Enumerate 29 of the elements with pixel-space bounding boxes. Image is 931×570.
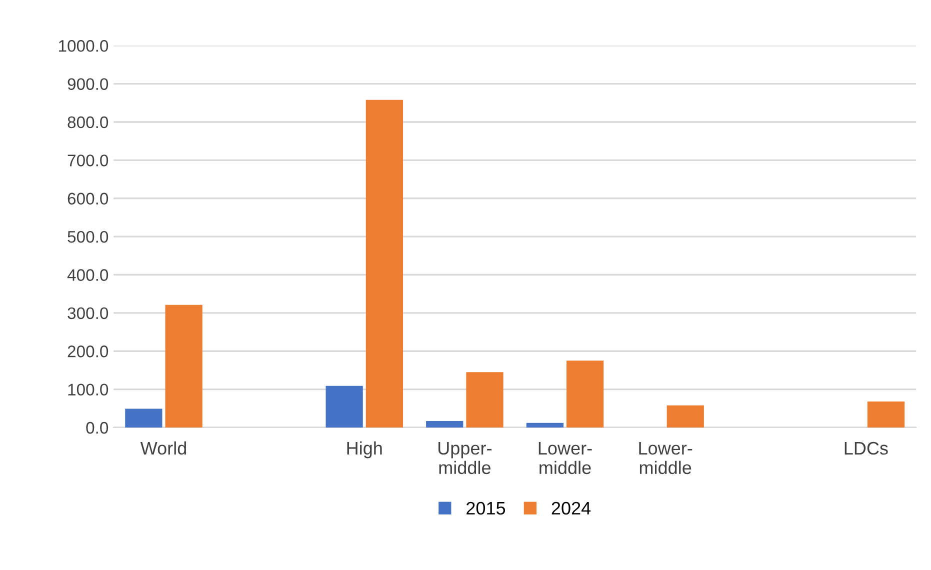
y-tick-label: 800.0	[68, 116, 108, 128]
y-tick-label: 200.0	[68, 346, 108, 358]
x-tick-label: Lower- middle	[538, 442, 592, 474]
y-tick-label: 300.0	[68, 307, 108, 320]
x-tick-label: World	[140, 441, 186, 455]
bar	[526, 422, 564, 428]
y-tick-label: 0.0	[86, 422, 108, 434]
bar	[326, 386, 363, 428]
legend-label: 2024	[552, 502, 591, 515]
y-tick-label: 100.0	[68, 384, 108, 396]
bar	[125, 408, 162, 428]
y-tick-label: 400.0	[67, 269, 108, 281]
y-tick-label: 700.0	[68, 154, 108, 166]
y-tick-label: 900.0	[68, 78, 108, 90]
x-tick-label: Lower- middle	[639, 442, 692, 474]
x-tick-label: High	[347, 441, 382, 458]
bar	[426, 421, 464, 428]
x-tick-label: LDCs	[844, 442, 888, 455]
legend-label: 2015	[466, 502, 506, 515]
bar	[466, 372, 504, 428]
bar	[366, 100, 403, 428]
x-tick-label: Upper- middle	[438, 442, 492, 474]
bar	[666, 405, 704, 428]
y-tick-label: 600.0	[68, 192, 108, 205]
bar	[867, 402, 905, 428]
bar	[566, 360, 604, 428]
y-tick-label: 1000.0	[59, 40, 108, 52]
bar	[165, 304, 202, 428]
y-tick-label: 500.0	[68, 230, 108, 243]
